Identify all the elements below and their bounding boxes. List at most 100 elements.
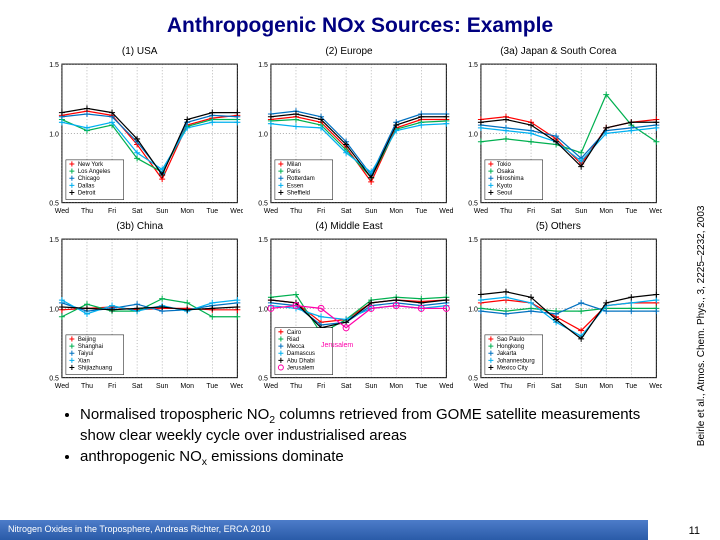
footer-text: Nitrogen Oxides in the Troposphere, Andr…	[0, 520, 648, 538]
svg-text:Cairo: Cairo	[287, 330, 302, 336]
svg-text:Mon: Mon	[180, 208, 194, 215]
svg-text:Tue: Tue	[625, 383, 637, 390]
svg-text:Fri: Fri	[527, 383, 536, 390]
svg-text:Wed: Wed	[473, 208, 487, 215]
svg-text:Milan: Milan	[287, 162, 301, 168]
svg-text:Mon: Mon	[390, 208, 404, 215]
svg-text:Los Angeles: Los Angeles	[78, 169, 111, 175]
svg-text:0.5: 0.5	[468, 376, 478, 383]
svg-text:Fri: Fri	[527, 208, 536, 215]
svg-text:1.0: 1.0	[468, 306, 478, 313]
svg-text:Wed: Wed	[264, 208, 278, 215]
chart-panel: (1) USA0.51.01.5WedThuFriSatSunMonTueWed…	[36, 48, 243, 221]
svg-text:Shanghai: Shanghai	[78, 344, 103, 350]
svg-text:Thu: Thu	[500, 208, 512, 215]
svg-text:Mon: Mon	[599, 383, 613, 390]
svg-text:Jerusalem: Jerusalem	[287, 365, 315, 371]
svg-text:1.0: 1.0	[49, 306, 59, 313]
svg-text:Wed: Wed	[440, 208, 453, 215]
panel-title: (5) Others	[455, 221, 662, 232]
figure-panels: (1) USA 0.5 1.0 1.5 Wed Thu Fri Sat Sun Mon Tue Wed…	[36, 48, 662, 396]
svg-text:Tue: Tue	[625, 208, 637, 215]
svg-text:Wed: Wed	[649, 383, 662, 390]
panel-title: (3a) Japan & South Corea	[455, 46, 662, 57]
svg-text:Sun: Sun	[365, 383, 377, 390]
svg-text:Mon: Mon	[390, 383, 404, 390]
svg-text:Sun: Sun	[575, 208, 587, 215]
svg-text:Fri: Fri	[108, 383, 117, 390]
svg-text:Wed: Wed	[264, 383, 278, 390]
svg-text:Fri: Fri	[108, 208, 117, 215]
svg-text:Mecca: Mecca	[287, 344, 305, 350]
svg-text:Kyoto: Kyoto	[497, 183, 513, 189]
svg-text:Riad: Riad	[287, 337, 299, 343]
panel-title: (1) USA	[36, 46, 243, 57]
svg-text:0.5: 0.5	[49, 376, 59, 383]
svg-text:Thu: Thu	[81, 383, 93, 390]
chart-panel: (2) Europe0.51.01.5WedThuFriSatSunMonTue…	[245, 48, 452, 221]
svg-text:Tokio: Tokio	[497, 162, 512, 168]
svg-text:Thu: Thu	[81, 208, 93, 215]
svg-text:Dallas: Dallas	[78, 183, 95, 189]
svg-text:Wed: Wed	[230, 383, 243, 390]
svg-text:Thu: Thu	[290, 383, 302, 390]
svg-text:Mon: Mon	[599, 208, 613, 215]
svg-text:1.5: 1.5	[468, 237, 478, 244]
bullet-item: anthropogenic NOx emissions dominate	[80, 448, 670, 469]
svg-text:Sun: Sun	[575, 383, 587, 390]
svg-text:1.5: 1.5	[49, 62, 59, 69]
svg-text:1.0: 1.0	[259, 131, 269, 138]
bullet-list: Normalised tropospheric NO2 columns retr…	[66, 406, 670, 471]
svg-text:Wed: Wed	[55, 383, 69, 390]
svg-text:1.0: 1.0	[259, 306, 269, 313]
svg-text:Wed: Wed	[440, 383, 453, 390]
svg-text:Xian: Xian	[78, 358, 90, 364]
panel-title: (3b) China	[36, 221, 243, 232]
svg-text:Fri: Fri	[317, 208, 326, 215]
chart-panel: (3a) Japan & South Corea 0.5 1.0 1.5 Wed Thu F…	[455, 48, 662, 221]
svg-text:Johannesburg: Johannesburg	[497, 358, 535, 364]
svg-text:Thu: Thu	[500, 383, 512, 390]
svg-text:Paris: Paris	[287, 169, 301, 175]
svg-text:Wed: Wed	[230, 208, 243, 215]
svg-text:1.5: 1.5	[259, 62, 269, 69]
svg-text:Sat: Sat	[551, 208, 562, 215]
svg-text:Tue: Tue	[416, 383, 428, 390]
svg-text:Sat: Sat	[132, 383, 143, 390]
svg-text:Abu Dhabi: Abu Dhabi	[287, 358, 315, 364]
footer-bar: Nitrogen Oxides in the Troposphere, Andr…	[0, 520, 648, 540]
svg-text:1.0: 1.0	[468, 131, 478, 138]
svg-text:Osaka: Osaka	[497, 169, 515, 175]
bullet-item: Normalised tropospheric NO2 columns retr…	[80, 406, 670, 446]
svg-text:0.5: 0.5	[49, 201, 59, 208]
page-number: 11	[689, 525, 700, 537]
svg-text:Sat: Sat	[132, 208, 143, 215]
svg-text:Tue: Tue	[206, 208, 218, 215]
svg-text:Wed: Wed	[55, 208, 69, 215]
svg-text:Hongkong: Hongkong	[497, 344, 524, 350]
svg-text:Tue: Tue	[206, 383, 218, 390]
page-title: Anthropogenic NOx Sources: Example	[0, 0, 720, 44]
svg-text:Mon: Mon	[180, 383, 194, 390]
svg-text:Wed: Wed	[649, 208, 662, 215]
svg-text:Sat: Sat	[551, 383, 562, 390]
svg-text:Beijing: Beijing	[78, 337, 96, 343]
svg-text:Sheffield: Sheffield	[287, 190, 310, 196]
svg-text:Seoul: Seoul	[497, 190, 512, 196]
svg-text:Wed: Wed	[473, 383, 487, 390]
svg-text:Hiroshima: Hiroshima	[497, 176, 524, 182]
svg-text:1.5: 1.5	[49, 237, 59, 244]
svg-text:Fri: Fri	[317, 383, 326, 390]
svg-text:Damascus: Damascus	[287, 351, 315, 357]
svg-text:0.5: 0.5	[468, 201, 478, 208]
svg-text:Jerusalem: Jerusalem	[321, 342, 353, 349]
svg-text:0.5: 0.5	[259, 376, 269, 383]
chart-panel: (4) Middle East0.51.01.5WedThuFriSatSunM…	[245, 223, 452, 396]
svg-text:Sun: Sun	[156, 383, 168, 390]
svg-text:Sun: Sun	[365, 208, 377, 215]
panel-title: (4) Middle East	[245, 221, 452, 232]
svg-text:1.5: 1.5	[468, 62, 478, 69]
svg-text:Sun: Sun	[156, 208, 168, 215]
svg-text:Rotterdam: Rotterdam	[287, 176, 315, 182]
chart-panel: (3b) China 0.5 1.0 1.5 Wed Thu Fri Sat Sun Mon Tue…	[36, 223, 243, 396]
